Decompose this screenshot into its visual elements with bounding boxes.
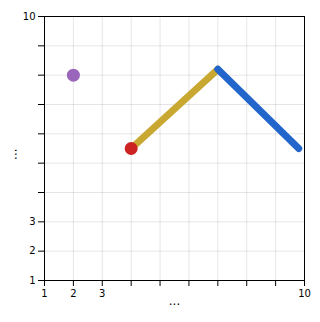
svg-text:10: 10 <box>23 11 36 22</box>
svg-text:3: 3 <box>99 288 105 299</box>
svg-text:1: 1 <box>41 288 47 299</box>
svg-text:3: 3 <box>29 216 35 227</box>
svg-text:10: 10 <box>298 288 311 299</box>
svg-text:2: 2 <box>29 245 35 256</box>
svg-text:...: ... <box>12 149 26 160</box>
svg-text:2: 2 <box>70 288 76 299</box>
svg-text:...: ... <box>169 294 180 308</box>
svg-text:1: 1 <box>29 275 35 286</box>
